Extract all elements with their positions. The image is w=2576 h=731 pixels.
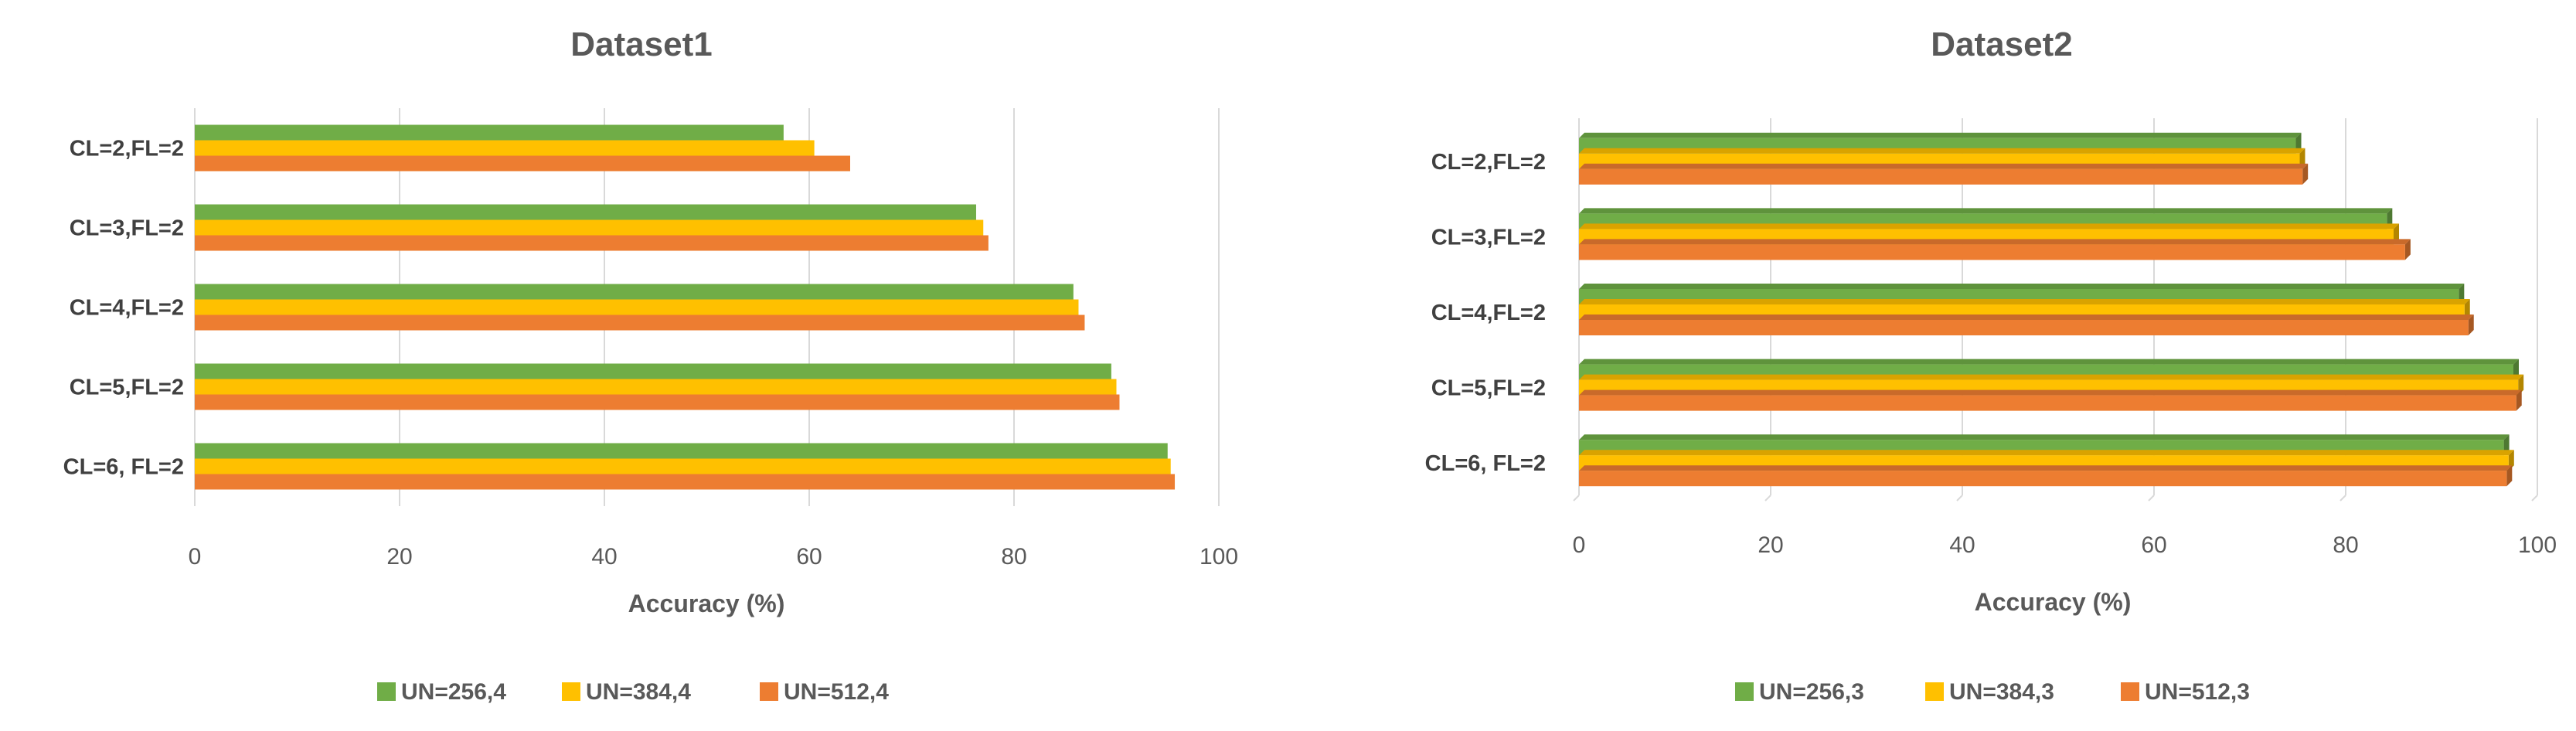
- bar: [1579, 244, 2405, 260]
- bar-top-face: [1579, 299, 2470, 304]
- x-tick-label: 20: [1758, 532, 1783, 558]
- bar-top-face: [1579, 148, 2305, 154]
- bar: [195, 363, 1111, 379]
- x-tick-label: 60: [2141, 532, 2166, 558]
- legend-label: UN=384,3: [1949, 679, 2054, 705]
- x-axis-title: Accuracy (%): [628, 590, 785, 617]
- legend-label: UN=512,4: [784, 679, 889, 705]
- bar: [195, 204, 976, 220]
- bar: [195, 124, 784, 141]
- bar: [195, 394, 1120, 410]
- gridline-floor: [2148, 495, 2155, 502]
- bar-top-face: [1579, 132, 2302, 138]
- x-tick-label: 100: [1200, 544, 1238, 570]
- x-tick-label: 0: [1573, 532, 1586, 558]
- x-tick-label: 100: [2518, 532, 2557, 558]
- gridline-floor: [2531, 495, 2538, 502]
- bar: [195, 299, 1079, 315]
- legend-swatch: [1735, 682, 1754, 701]
- bar: [195, 219, 984, 236]
- bar-top-face: [1579, 359, 2519, 365]
- x-tick-label: 60: [796, 544, 822, 570]
- chart-title: Dataset1: [570, 26, 712, 63]
- bar: [195, 284, 1074, 300]
- bar-top-face: [1579, 374, 2524, 380]
- x-tick-label: 80: [2333, 532, 2358, 558]
- category-label: CL=4,FL=2: [1431, 301, 1546, 325]
- legend-swatch: [377, 682, 396, 701]
- legend-swatch: [760, 682, 778, 701]
- legend-label: UN=256,4: [401, 679, 506, 705]
- bar-top-face: [1579, 450, 2514, 456]
- category-label: CL=3,FL=2: [70, 216, 184, 241]
- legend-label: UN=256,3: [1759, 679, 1864, 705]
- bar: [1579, 168, 2303, 185]
- bar-top-face: [1579, 163, 2309, 169]
- bar-side-face: [2302, 163, 2309, 185]
- category-label: CL=5,FL=2: [70, 376, 184, 400]
- bar: [195, 458, 1171, 474]
- gridline-floor: [1764, 495, 1771, 502]
- bar-side-face: [2468, 314, 2474, 335]
- gridline-floor: [1573, 495, 1580, 502]
- legend-swatch: [2121, 682, 2139, 701]
- bar: [1579, 471, 2507, 487]
- category-label: CL=2,FL=2: [70, 137, 184, 162]
- bar-side-face: [2404, 239, 2411, 260]
- category-label: CL=6, FL=2: [63, 455, 184, 480]
- bar-top-face: [1579, 208, 2393, 214]
- category-label: CL=4,FL=2: [70, 296, 184, 321]
- legend-label: UN=384,4: [586, 679, 691, 705]
- gridline-floor: [2339, 495, 2346, 502]
- bar-side-face: [2516, 389, 2522, 411]
- category-label: CL=3,FL=2: [1431, 225, 1546, 250]
- bar-top-face: [1579, 389, 2522, 396]
- bar-top-face: [1579, 284, 2465, 289]
- x-tick-label: 40: [1949, 532, 1975, 558]
- bar-top-face: [1579, 239, 2411, 245]
- chart-title: Dataset2: [1931, 26, 2072, 63]
- bar-top-face: [1579, 465, 2513, 471]
- bar-side-face: [2506, 465, 2513, 487]
- category-label: CL=5,FL=2: [1431, 376, 1546, 401]
- gridline-floor: [1956, 495, 1963, 502]
- bar: [195, 140, 815, 156]
- x-tick-label: 20: [386, 544, 412, 570]
- x-tick-label: 80: [1001, 544, 1026, 570]
- legend-label: UN=512,3: [2145, 679, 2250, 705]
- chart-2: Dataset2 0 20 40 60 80 100 CL=2,FL=2 CL=3,FL=2 CL…: [1425, 26, 2557, 705]
- legend-swatch: [1925, 682, 1944, 701]
- bar: [195, 443, 1168, 459]
- bar: [195, 155, 850, 172]
- bar: [195, 235, 989, 251]
- category-label: CL=6, FL=2: [1425, 451, 1546, 476]
- bar-top-face: [1579, 434, 2510, 440]
- legend-swatch: [562, 682, 580, 701]
- x-axis-title: Accuracy (%): [1975, 588, 2132, 616]
- bar: [1579, 395, 2516, 411]
- bar-top-face: [1579, 314, 2474, 320]
- chart-1: Dataset1 0 20 40 60 80 100 CL=2,FL=2 CL=3,FL=2 CL…: [63, 26, 1238, 705]
- x-tick-label: 40: [591, 544, 617, 570]
- category-label: CL=2,FL=2: [1431, 150, 1546, 175]
- bar: [195, 379, 1117, 395]
- bar-top-face: [1579, 223, 2399, 230]
- bar: [1579, 320, 2469, 335]
- bar: [195, 314, 1085, 331]
- bar: [195, 474, 1176, 490]
- x-tick-label: 0: [189, 544, 202, 570]
